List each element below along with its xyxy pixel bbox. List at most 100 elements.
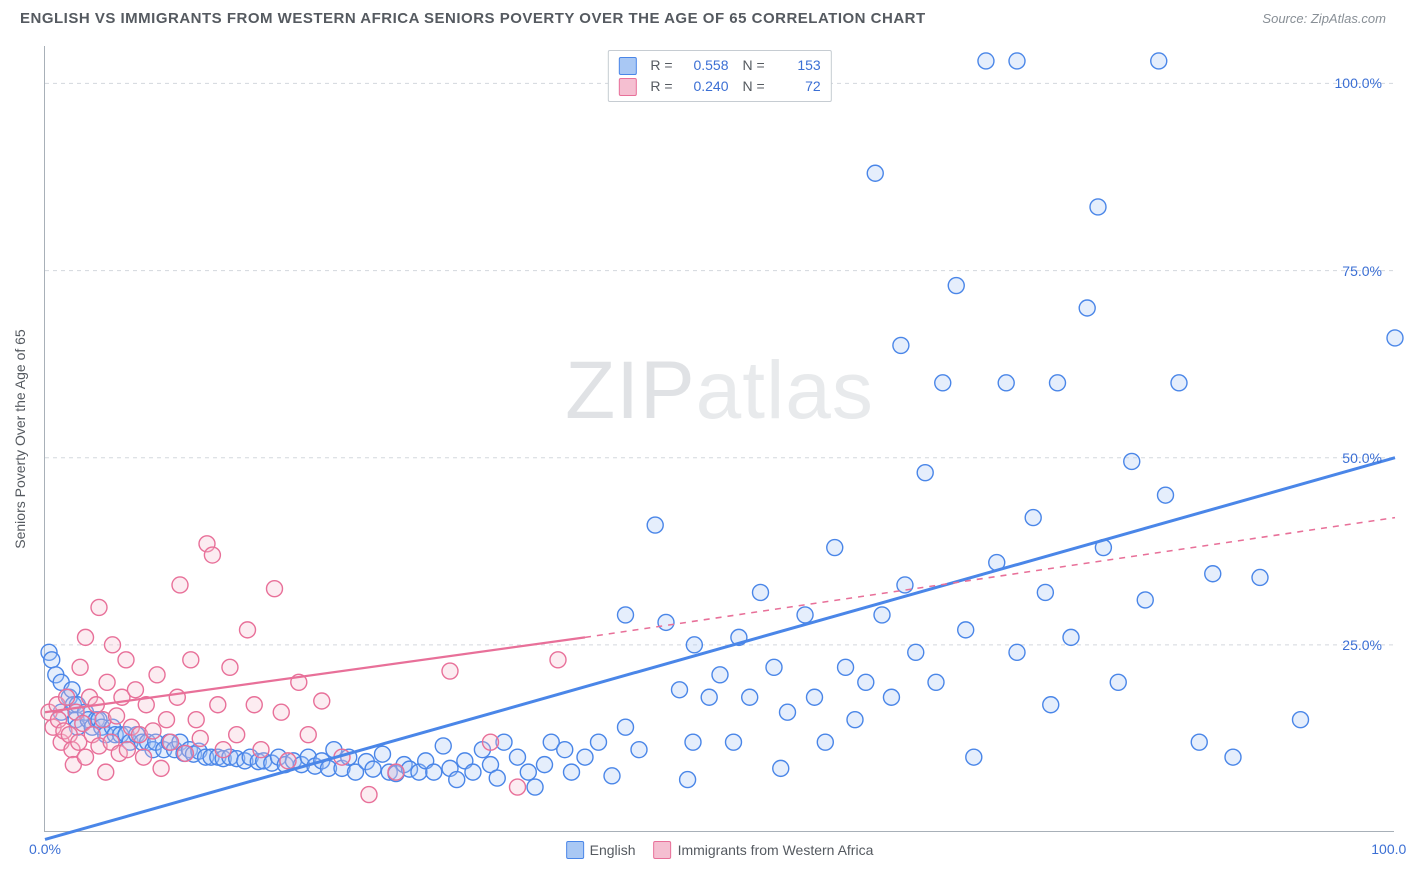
scatter-point [773, 760, 789, 776]
r-value: 0.240 [683, 76, 729, 97]
r-value: 0.558 [683, 55, 729, 76]
scatter-point [883, 689, 899, 705]
scatter-point [766, 659, 782, 675]
scatter-point [1043, 697, 1059, 713]
legend-series: English Immigrants from Western Africa [566, 841, 874, 859]
scatter-point [91, 599, 107, 615]
scatter-point [742, 689, 758, 705]
scatter-point [1171, 375, 1187, 391]
scatter-point [442, 663, 458, 679]
scatter-point [98, 764, 114, 780]
legend-correlation-row: R =0.240N =72 [618, 76, 820, 97]
scatter-point [78, 749, 94, 765]
x-tick-label: 0.0% [29, 841, 61, 857]
legend-series-label: Immigrants from Western Africa [678, 842, 874, 858]
scatter-point [388, 764, 404, 780]
chart-title: ENGLISH VS IMMIGRANTS FROM WESTERN AFRIC… [20, 10, 926, 27]
scatter-point [780, 704, 796, 720]
chart-container: Seniors Poverty Over the Age of 65 ZIPat… [44, 46, 1394, 832]
legend-swatch [654, 841, 672, 859]
scatter-point [557, 742, 573, 758]
scatter-point [267, 581, 283, 597]
scatter-point [672, 682, 688, 698]
trend-line-extrapolated [585, 518, 1395, 638]
scatter-point [229, 727, 245, 743]
plot-area: ZIPatlas R =0.558N =153R =0.240N =72 Eng… [44, 46, 1394, 832]
scatter-point [817, 734, 833, 750]
scatter-point [550, 652, 566, 668]
scatter-point [658, 614, 674, 630]
scatter-point [591, 734, 607, 750]
n-value: 153 [775, 55, 821, 76]
scatter-point [577, 749, 593, 765]
scatter-point [159, 712, 175, 728]
trend-line [45, 458, 1395, 840]
y-axis-label: Seniors Poverty Over the Age of 65 [12, 329, 28, 548]
scatter-point [483, 734, 499, 750]
scatter-point [1079, 300, 1095, 316]
scatter-point [280, 753, 296, 769]
plot-svg [45, 46, 1395, 832]
scatter-point [510, 749, 526, 765]
scatter-point [188, 712, 204, 728]
scatter-point [1158, 487, 1174, 503]
scatter-point [537, 757, 553, 773]
legend-series-item: Immigrants from Western Africa [654, 841, 874, 859]
scatter-point [99, 674, 115, 690]
legend-swatch [618, 57, 636, 75]
scatter-point [192, 730, 208, 746]
legend-swatch [618, 78, 636, 96]
source-attribution: Source: ZipAtlas.com [1262, 11, 1386, 26]
scatter-point [753, 584, 769, 600]
scatter-point [827, 540, 843, 556]
scatter-point [215, 742, 231, 758]
scatter-point [797, 607, 813, 623]
scatter-point [928, 674, 944, 690]
scatter-point [520, 764, 536, 780]
scatter-point [72, 659, 88, 675]
n-label: N = [743, 55, 765, 76]
scatter-point [807, 689, 823, 705]
scatter-point [314, 693, 330, 709]
scatter-point [149, 667, 165, 683]
scatter-point [59, 689, 75, 705]
scatter-point [222, 659, 238, 675]
scatter-point [169, 689, 185, 705]
scatter-point [375, 746, 391, 762]
scatter-point [465, 764, 481, 780]
scatter-point [1025, 510, 1041, 526]
r-label: R = [650, 76, 672, 97]
scatter-point [253, 742, 269, 758]
n-value: 72 [775, 76, 821, 97]
scatter-point [172, 577, 188, 593]
scatter-point [618, 607, 634, 623]
scatter-point [893, 337, 909, 353]
scatter-point [726, 734, 742, 750]
scatter-point [426, 764, 442, 780]
y-tick-label: 75.0% [1342, 263, 1382, 279]
scatter-point [246, 697, 262, 713]
scatter-point [1037, 584, 1053, 600]
scatter-point [361, 787, 377, 803]
chart-header: ENGLISH VS IMMIGRANTS FROM WESTERN AFRIC… [0, 0, 1406, 33]
scatter-point [847, 712, 863, 728]
scatter-point [183, 652, 199, 668]
scatter-point [1009, 53, 1025, 69]
scatter-point [1151, 53, 1167, 69]
scatter-point [153, 760, 169, 776]
scatter-point [527, 779, 543, 795]
y-tick-label: 100.0% [1335, 75, 1382, 91]
scatter-point [680, 772, 696, 788]
legend-correlation-row: R =0.558N =153 [618, 55, 820, 76]
scatter-point [564, 764, 580, 780]
scatter-point [647, 517, 663, 533]
legend-series-item: English [566, 841, 636, 859]
scatter-point [136, 749, 152, 765]
scatter-point [119, 742, 135, 758]
scatter-point [1293, 712, 1309, 728]
scatter-point [935, 375, 951, 391]
scatter-point [127, 682, 143, 698]
x-tick-label: 100.0% [1371, 841, 1406, 857]
scatter-point [145, 723, 161, 739]
legend-correlation-box: R =0.558N =153R =0.240N =72 [607, 50, 831, 102]
